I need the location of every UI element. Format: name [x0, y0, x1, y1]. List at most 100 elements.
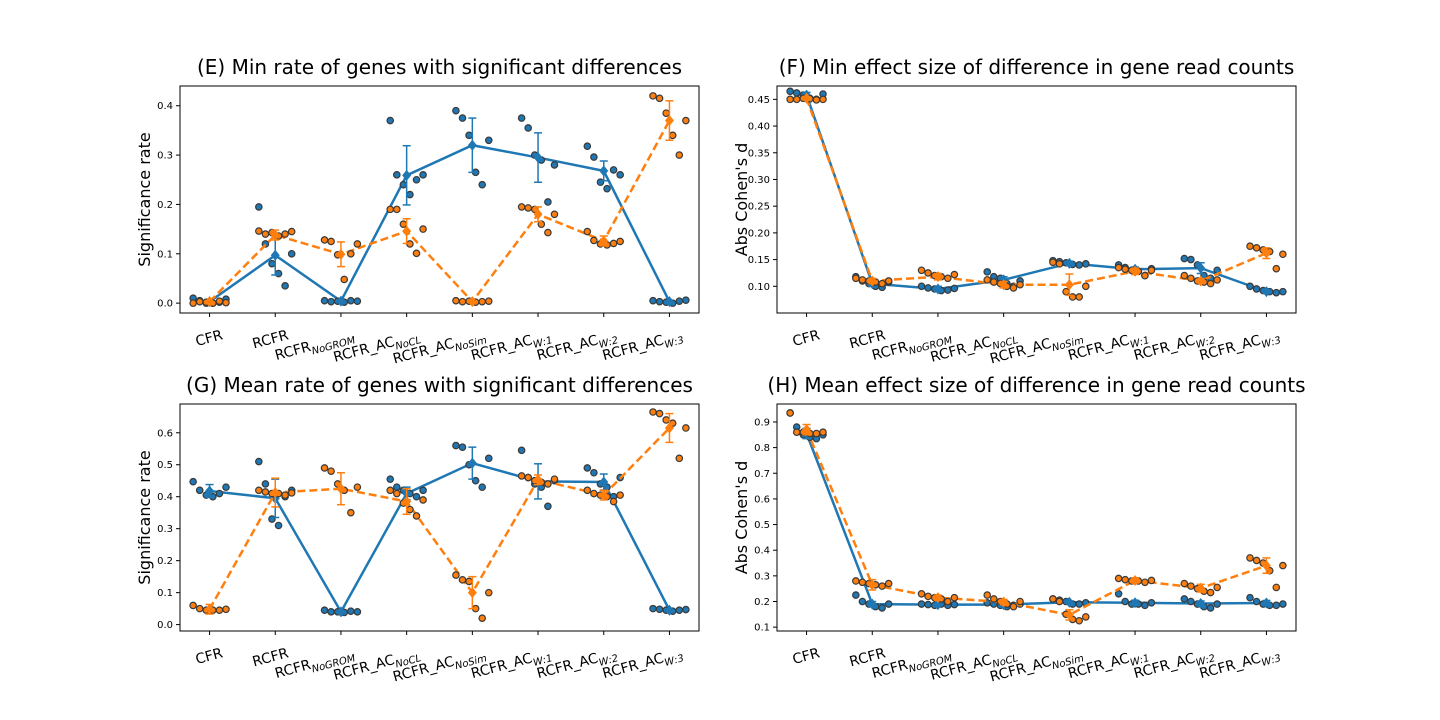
- x-tick-label: CFR: [791, 645, 822, 668]
- data-point: [1279, 600, 1287, 608]
- data-point: [944, 597, 952, 606]
- data-point: [609, 497, 618, 506]
- data-point: [649, 92, 657, 100]
- mean-marker: [867, 579, 877, 591]
- data-point: [682, 296, 690, 304]
- series-line: [805, 97, 1267, 286]
- data-point: [662, 416, 670, 424]
- data-point: [412, 492, 421, 501]
- data-point: [662, 109, 670, 117]
- data-point: [419, 171, 427, 179]
- data-point: [852, 274, 860, 283]
- data-point: [1272, 288, 1281, 297]
- data-point: [189, 601, 197, 610]
- data-point: [1187, 274, 1195, 283]
- series-blue: [189, 106, 690, 308]
- x-tick-label: RCFR_ACW:3: [1198, 327, 1282, 367]
- y-tick-label: 0.1: [754, 623, 770, 634]
- mean-marker: [336, 606, 346, 618]
- series-line: [209, 461, 671, 615]
- data-point: [655, 297, 664, 306]
- data-point: [1180, 271, 1189, 280]
- data-point: [222, 483, 230, 491]
- x-tick-label: RCFR_ACW:3: [601, 645, 685, 685]
- data-point: [819, 428, 827, 437]
- data-point: [924, 600, 932, 609]
- data-point: [274, 521, 283, 530]
- mean-marker: [933, 592, 943, 604]
- data-point: [478, 614, 487, 623]
- data-point: [1009, 284, 1018, 292]
- data-point: [195, 486, 204, 495]
- data-point: [675, 297, 684, 305]
- mean-marker: [599, 165, 609, 177]
- data-point: [406, 505, 414, 514]
- data-point: [983, 268, 992, 276]
- data-point: [544, 502, 552, 511]
- y-axis-label: Abs Cohen's d: [732, 461, 751, 575]
- data-point: [590, 236, 598, 245]
- mean-marker: [1196, 262, 1206, 274]
- mean-marker: [1064, 279, 1074, 291]
- mean-marker: [664, 422, 674, 434]
- data-point: [590, 468, 598, 477]
- data-point: [255, 227, 263, 235]
- data-point: [1141, 578, 1149, 587]
- y-axis-label: Significance rate: [135, 132, 154, 266]
- data-point: [195, 604, 204, 613]
- data-point: [1187, 255, 1195, 264]
- y-tick-label: 0.30: [748, 175, 770, 186]
- y-tick-label: 0.4: [157, 492, 173, 503]
- mean-marker: [664, 604, 674, 616]
- data-point: [1141, 271, 1149, 280]
- mean-marker: [1064, 596, 1074, 608]
- data-point: [517, 203, 526, 211]
- data-point: [682, 116, 690, 125]
- y-tick-label: 0.6: [157, 428, 173, 439]
- mean-marker: [802, 92, 812, 104]
- data-point: [412, 175, 421, 184]
- data-point: [484, 588, 493, 597]
- data-point: [1246, 282, 1254, 291]
- data-point: [347, 508, 355, 517]
- x-tick-label-base: CFR: [791, 645, 822, 668]
- mean-marker: [802, 424, 812, 436]
- data-point: [786, 95, 794, 104]
- mean-marker: [402, 169, 412, 181]
- data-point: [484, 454, 493, 463]
- y-tick-label: 0.25: [748, 202, 770, 213]
- mean-marker: [867, 275, 877, 287]
- data-point: [1121, 597, 1129, 606]
- mean-marker: [533, 152, 543, 164]
- data-point: [478, 180, 487, 189]
- data-point: [399, 220, 408, 228]
- mean-marker: [533, 208, 543, 220]
- data-point: [1055, 260, 1064, 268]
- mean-marker: [336, 295, 346, 307]
- data-point: [327, 608, 335, 616]
- x-tick-label-subscript: W:1: [1129, 335, 1151, 351]
- data-point: [1180, 595, 1189, 603]
- mean-marker: [599, 489, 609, 501]
- data-point: [983, 276, 992, 284]
- data-point: [1213, 276, 1221, 284]
- y-tick-label: 0.1: [157, 249, 173, 260]
- mean-marker: [664, 296, 674, 308]
- mean-marker: [533, 474, 543, 486]
- data-point: [544, 198, 552, 206]
- mean-marker: [999, 596, 1009, 608]
- data-point: [320, 464, 329, 472]
- data-point: [1246, 242, 1254, 251]
- y-tick-label: 0.20: [748, 228, 770, 239]
- data-point: [287, 227, 296, 236]
- data-point: [655, 409, 664, 418]
- y-tick-label: 0.7: [754, 469, 770, 480]
- data-point: [1246, 554, 1254, 562]
- data-point: [675, 606, 684, 615]
- data-point: [478, 297, 487, 306]
- series-orange: [189, 408, 690, 623]
- y-tick-label: 0.6: [754, 494, 770, 505]
- data-point: [189, 477, 197, 486]
- chart-panel-e: (E) Min rate of genes with significant d…: [135, 55, 700, 367]
- data-point: [327, 467, 335, 475]
